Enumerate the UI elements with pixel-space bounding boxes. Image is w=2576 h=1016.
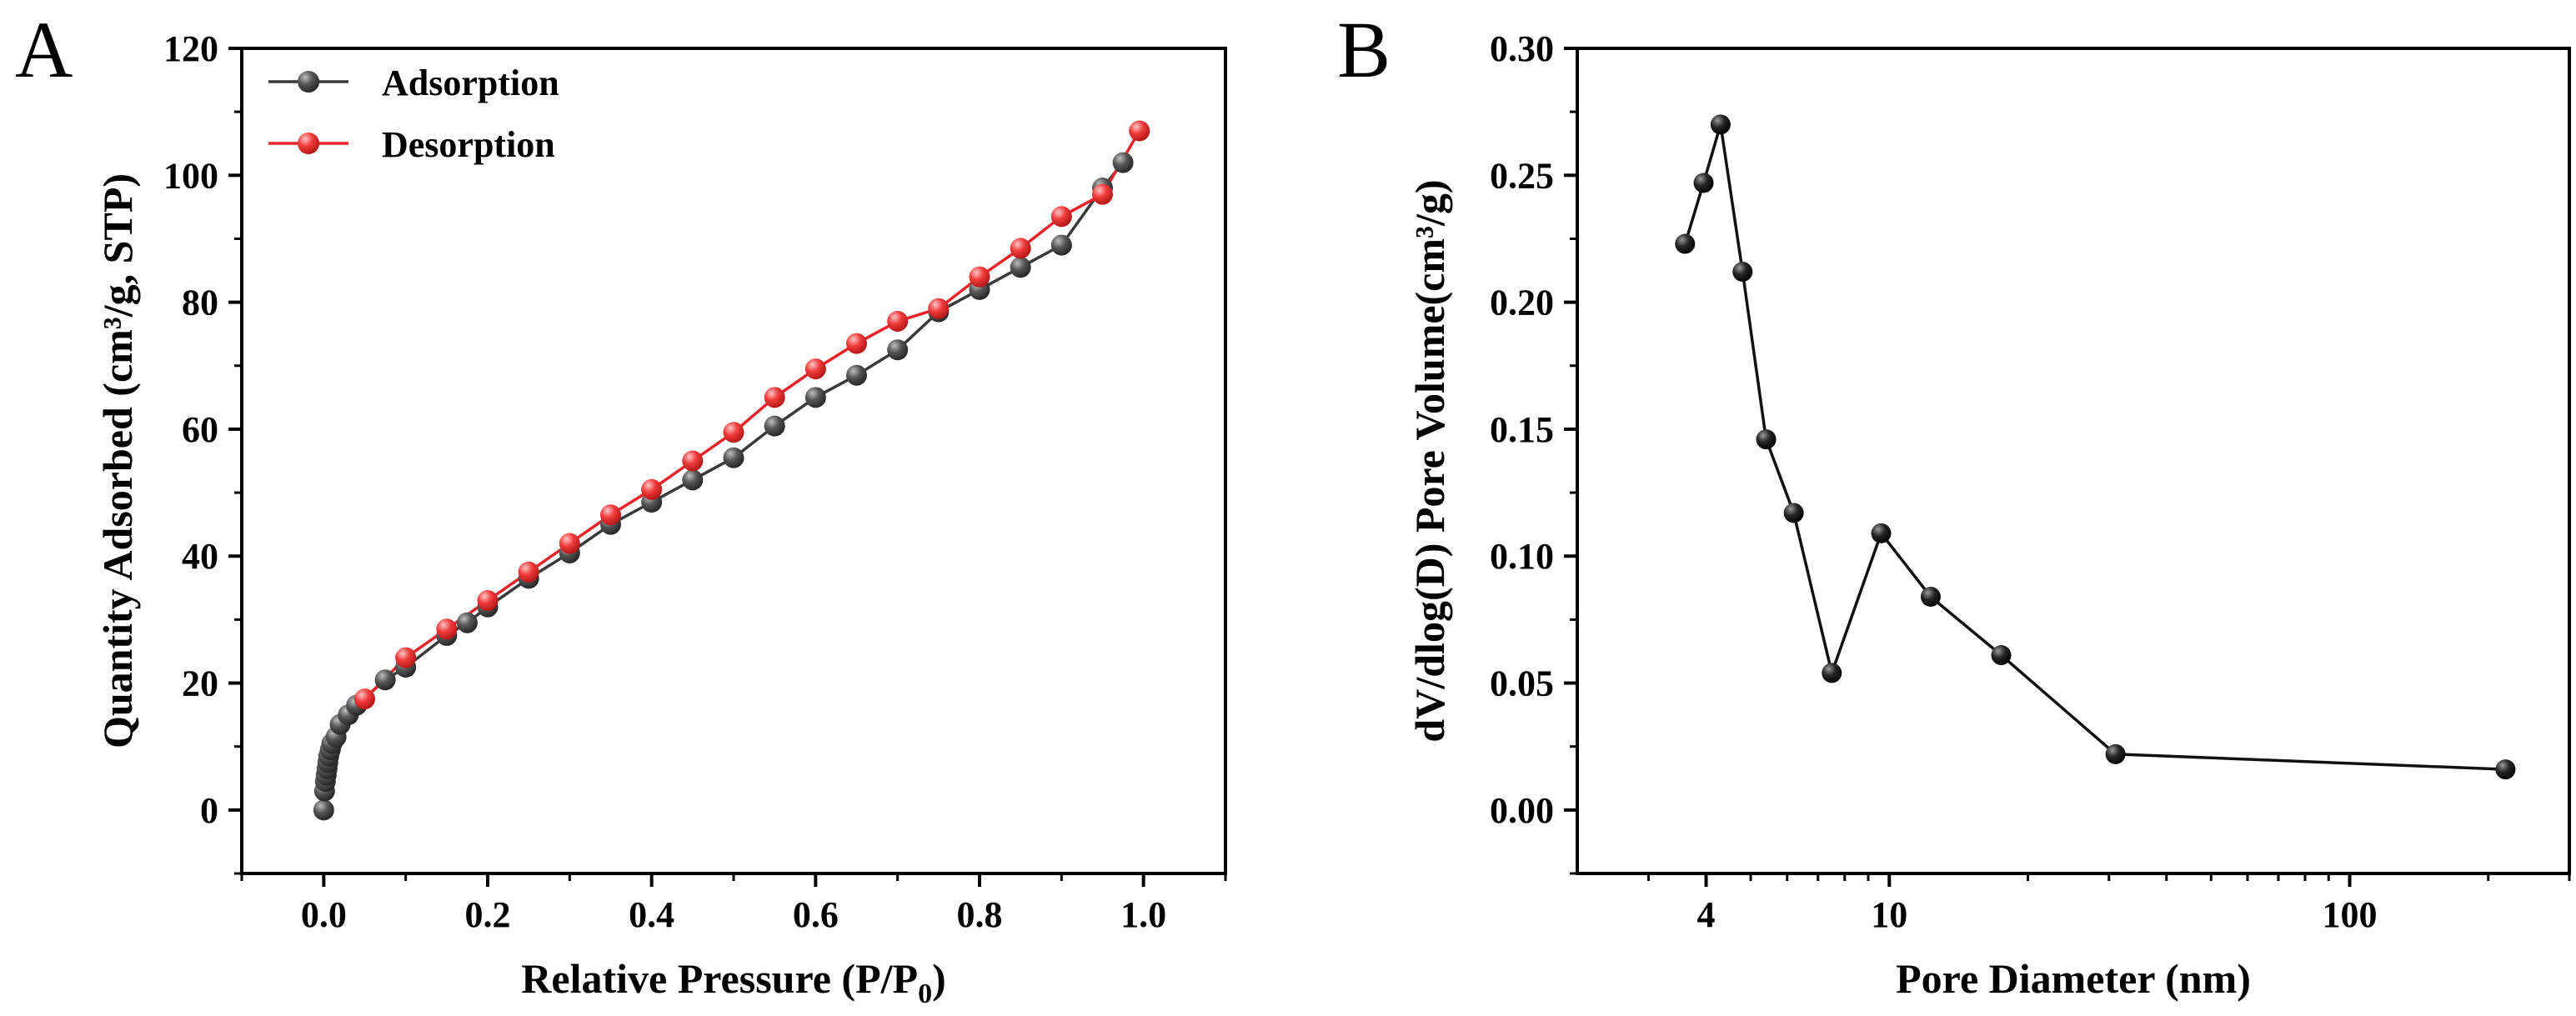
legend-label-adsorption: Adsorption <box>382 63 559 103</box>
data-point-pore-distribution <box>2105 743 2126 764</box>
data-point-pore-distribution <box>1693 173 1714 193</box>
panel-b-series <box>1675 114 2516 780</box>
data-point-adsorption <box>764 415 785 437</box>
data-point-adsorption <box>723 447 744 468</box>
data-point-desorption <box>354 688 375 710</box>
data-point-desorption <box>1129 120 1150 142</box>
panel-a-y-tick-label: 60 <box>182 409 218 450</box>
data-point-adsorption <box>1112 152 1134 173</box>
data-point-desorption <box>846 333 867 354</box>
data-point-adsorption <box>374 669 396 691</box>
data-point-pore-distribution <box>1756 429 1777 450</box>
data-point-desorption <box>1010 238 1031 259</box>
data-point-desorption <box>641 478 663 500</box>
panel-b-ticks: 4 10 100 0.00 0.05 0.10 0.15 0.20 0.25 0.30 <box>1490 28 2571 935</box>
panel-a-x-tick-label: 0.2 <box>465 894 511 935</box>
data-point-desorption <box>477 590 499 612</box>
data-point-desorption <box>682 450 704 472</box>
data-point-pore-distribution <box>1871 523 1892 543</box>
panel-a-x-tick-label: 0.0 <box>301 894 347 935</box>
panel-b-x-tick-label: 100 <box>2323 894 2378 935</box>
data-point-pore-distribution <box>1783 503 1804 523</box>
data-point-desorption <box>1050 206 1072 228</box>
data-point-adsorption <box>456 612 478 633</box>
panel-b-y-tick-label: 0.15 <box>1490 409 1554 450</box>
panel-b-x-axis-title: Pore Diameter (nm) <box>1896 955 2251 1002</box>
data-point-adsorption <box>846 364 867 386</box>
panel-b-y-tick-label: 0.20 <box>1490 283 1554 323</box>
panel-a-y-tick-label: 20 <box>182 663 218 704</box>
data-point-desorption <box>804 358 826 380</box>
panel-a-y-axis-title: Quantity Adsorbed (cm³/g, STP) <box>94 173 141 748</box>
data-point-pore-distribution <box>1920 586 1941 607</box>
data-point-desorption <box>600 504 621 526</box>
panel-b-x-tick-label: 10 <box>1871 894 1907 935</box>
panel-a-y-tick-label: 40 <box>182 536 218 577</box>
panel-a-chart: A 0.0 0.2 0.4 0.6 0.8 1.0 0 20 40 60 80 100 120 Quan… <box>15 5 1227 1009</box>
data-point-desorption <box>887 310 909 332</box>
series-line-pore-distribution <box>1683 123 2506 771</box>
panel-b-y-tick-label: 0.10 <box>1490 536 1554 577</box>
panel-a-ticks: 0.0 0.2 0.4 0.6 0.8 1.0 0 20 40 60 80 100 120 <box>163 28 1227 935</box>
panel-a-series <box>313 120 1150 821</box>
data-point-desorption <box>395 647 417 668</box>
panel-a-y-tick-label: 80 <box>182 283 218 323</box>
panel-b-chart: B 4 10 100 0.00 0.05 0.10 0.15 0.20 0.25 0.30 dV/… <box>1337 5 2571 1002</box>
panel-a-x-tick-label: 0.8 <box>957 894 1003 935</box>
panel-b-x-tick-label: 4 <box>1697 894 1716 935</box>
data-point-pore-distribution <box>1991 645 2012 666</box>
legend-marker-desorption <box>298 133 319 154</box>
panel-a-y-tick-label: 120 <box>163 28 218 69</box>
panel-a-y-tick-label: 0 <box>200 790 218 831</box>
data-point-desorption <box>723 422 744 443</box>
panel-a-legend: Adsorption Desorption <box>268 63 559 165</box>
panel-a-x-tick-label: 0.4 <box>629 894 674 935</box>
panel-b-y-axis-title: dV/dlog(D) Pore Volume(cm³/g) <box>1406 179 1453 742</box>
panel-b-plot-frame <box>1576 47 2571 875</box>
panel-b-y-tick-label: 0.00 <box>1490 790 1554 831</box>
panel-label-a: A <box>15 5 73 94</box>
data-point-pore-distribution <box>2495 759 2516 780</box>
data-point-desorption <box>436 618 458 640</box>
panel-b-y-tick-label: 0.05 <box>1490 663 1554 704</box>
data-point-desorption <box>928 298 950 319</box>
panel-a-x-tick-label: 1.0 <box>1120 894 1166 935</box>
panel-label-b: B <box>1337 5 1391 94</box>
data-point-adsorption <box>313 799 334 821</box>
legend-marker-adsorption <box>298 71 319 93</box>
data-point-desorption <box>764 387 785 408</box>
data-point-pore-distribution <box>1732 262 1753 283</box>
data-point-adsorption <box>682 469 704 491</box>
panel-b-y-tick-label: 0.30 <box>1490 28 1554 69</box>
data-point-pore-distribution <box>1710 114 1731 135</box>
data-point-pore-distribution <box>1675 233 1696 254</box>
panel-a-y-tick-label: 100 <box>163 155 218 196</box>
data-point-desorption <box>518 561 539 583</box>
data-point-desorption <box>969 266 990 288</box>
data-point-adsorption <box>1010 257 1031 278</box>
data-point-adsorption <box>1050 234 1072 256</box>
panel-a-x-axis-title: Relative Pressure (P/P0) <box>521 955 945 1009</box>
legend-label-desorption: Desorption <box>382 124 555 165</box>
panel-a-x-tick-label: 0.6 <box>793 894 839 935</box>
data-point-desorption <box>1092 183 1113 205</box>
panel-b-y-tick-label: 0.25 <box>1490 155 1554 196</box>
data-point-pore-distribution <box>1822 663 1842 683</box>
data-point-desorption <box>559 533 580 554</box>
data-point-adsorption <box>887 339 909 361</box>
data-point-adsorption <box>804 387 826 408</box>
